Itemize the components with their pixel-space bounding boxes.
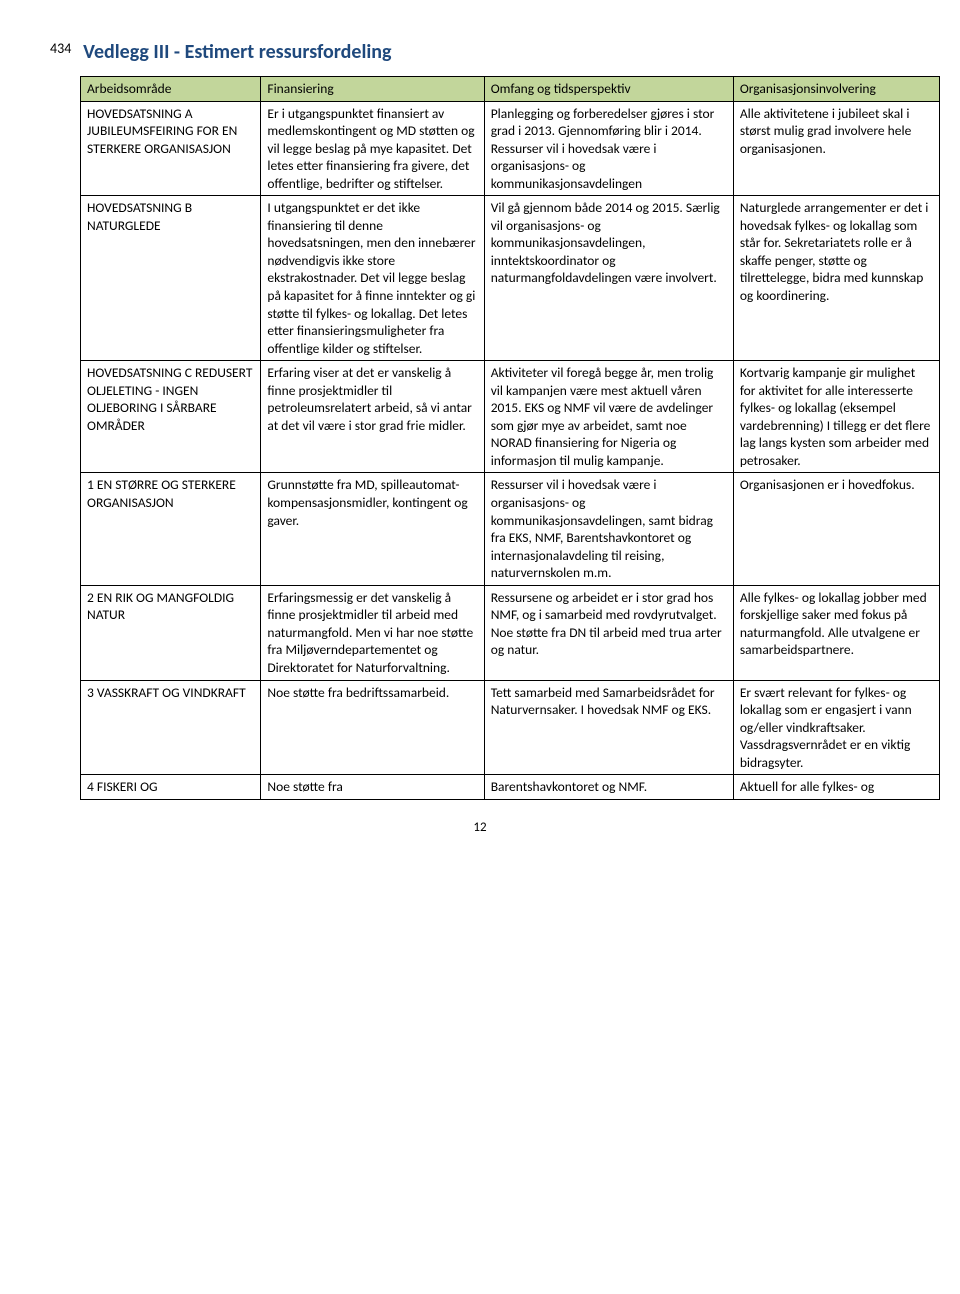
cell-scope: Planlegging og forberedelser gjøres i st… <box>484 101 733 196</box>
cell-work-area: 3 VASSKRAFT OG VINDKRAFT <box>81 680 261 775</box>
table-row: HOVEDSATSNING B NATURGLEDE I utgangspunk… <box>81 196 940 361</box>
table-row: 2 EN RIK OG MANGFOLDIG NATUR Erfaringsme… <box>81 585 940 680</box>
cell-work-area: 1 EN STØRRE OG STERKERE ORGANISASJON <box>81 473 261 585</box>
cell-financing: Noe støtte fra <box>261 775 484 800</box>
cell-involvement: Naturglede arrangementer er det i hoveds… <box>733 196 939 361</box>
cell-scope: Tett samarbeid med Samarbeidsrådet for N… <box>484 680 733 775</box>
cell-financing: Noe støtte fra bedriftssamarbeid. <box>261 680 484 775</box>
cell-financing: Erfaring viser at det er vanskelig å fin… <box>261 361 484 473</box>
cell-involvement: Alle aktivitetene i jubileet skal i stør… <box>733 101 939 196</box>
cell-involvement: Alle fylkes- og lokallag jobber med fors… <box>733 585 939 680</box>
cell-scope: Aktiviteter vil foregå begge år, men tro… <box>484 361 733 473</box>
cell-financing: I utgangspunktet er det ikke finansierin… <box>261 196 484 361</box>
cell-work-area: HOVEDSATSNING B NATURGLEDE <box>81 196 261 361</box>
cell-financing: Er i utgangspunktet finansiert av medlem… <box>261 101 484 196</box>
table-row: 3 VASSKRAFT OG VINDKRAFT Noe støtte fra … <box>81 680 940 775</box>
cell-scope: Ressurser vil i hovedsak være i organisa… <box>484 473 733 585</box>
table-row: HOVEDSATSNING C REDUSERT OLJELETING - IN… <box>81 361 940 473</box>
table-row: 1 EN STØRRE OG STERKERE ORGANISASJON Gru… <box>81 473 940 585</box>
cell-work-area: HOVEDSATSNING A JUBILEUMSFEIRING FOR EN … <box>81 101 261 196</box>
header-involvement: Organisasjonsinvolvering <box>733 77 939 102</box>
cell-scope: Ressursene og arbeidet er i stor grad ho… <box>484 585 733 680</box>
cell-scope: Barentshavkontoret og NMF. <box>484 775 733 800</box>
cell-work-area: HOVEDSATSNING C REDUSERT OLJELETING - IN… <box>81 361 261 473</box>
cell-involvement: Aktuell for alle fylkes- og <box>733 775 939 800</box>
cell-financing: Grunnstøtte fra MD, spilleautomat-kompen… <box>261 473 484 585</box>
cell-work-area: 4 FISKERI OG <box>81 775 261 800</box>
cell-work-area: 2 EN RIK OG MANGFOLDIG NATUR <box>81 585 261 680</box>
table-row: HOVEDSATSNING A JUBILEUMSFEIRING FOR EN … <box>81 101 940 196</box>
page-title: Vedlegg III - Estimert ressursfordeling <box>83 40 391 64</box>
cell-involvement: Er svært relevant for fylkes- og lokalla… <box>733 680 939 775</box>
cell-scope: Vil gå gjennom både 2014 og 2015. Særlig… <box>484 196 733 361</box>
table-row: 4 FISKERI OG Noe støtte fra Barentshavko… <box>81 775 940 800</box>
resource-table: Arbeidsområde Finansiering Omfang og tid… <box>80 76 940 800</box>
header-financing: Finansiering <box>261 77 484 102</box>
line-number: 434 <box>50 40 80 57</box>
cell-involvement: Kortvarig kampanje gir mulighet for akti… <box>733 361 939 473</box>
header-scope: Omfang og tidsperspektiv <box>484 77 733 102</box>
header-work-area: Arbeidsområde <box>81 77 261 102</box>
cell-involvement: Organisasjonen er i hovedfokus. <box>733 473 939 585</box>
table-header-row: Arbeidsområde Finansiering Omfang og tid… <box>81 77 940 102</box>
cell-financing: Erfaringsmessig er det vanskelig å finne… <box>261 585 484 680</box>
page-number: 12 <box>50 820 910 835</box>
